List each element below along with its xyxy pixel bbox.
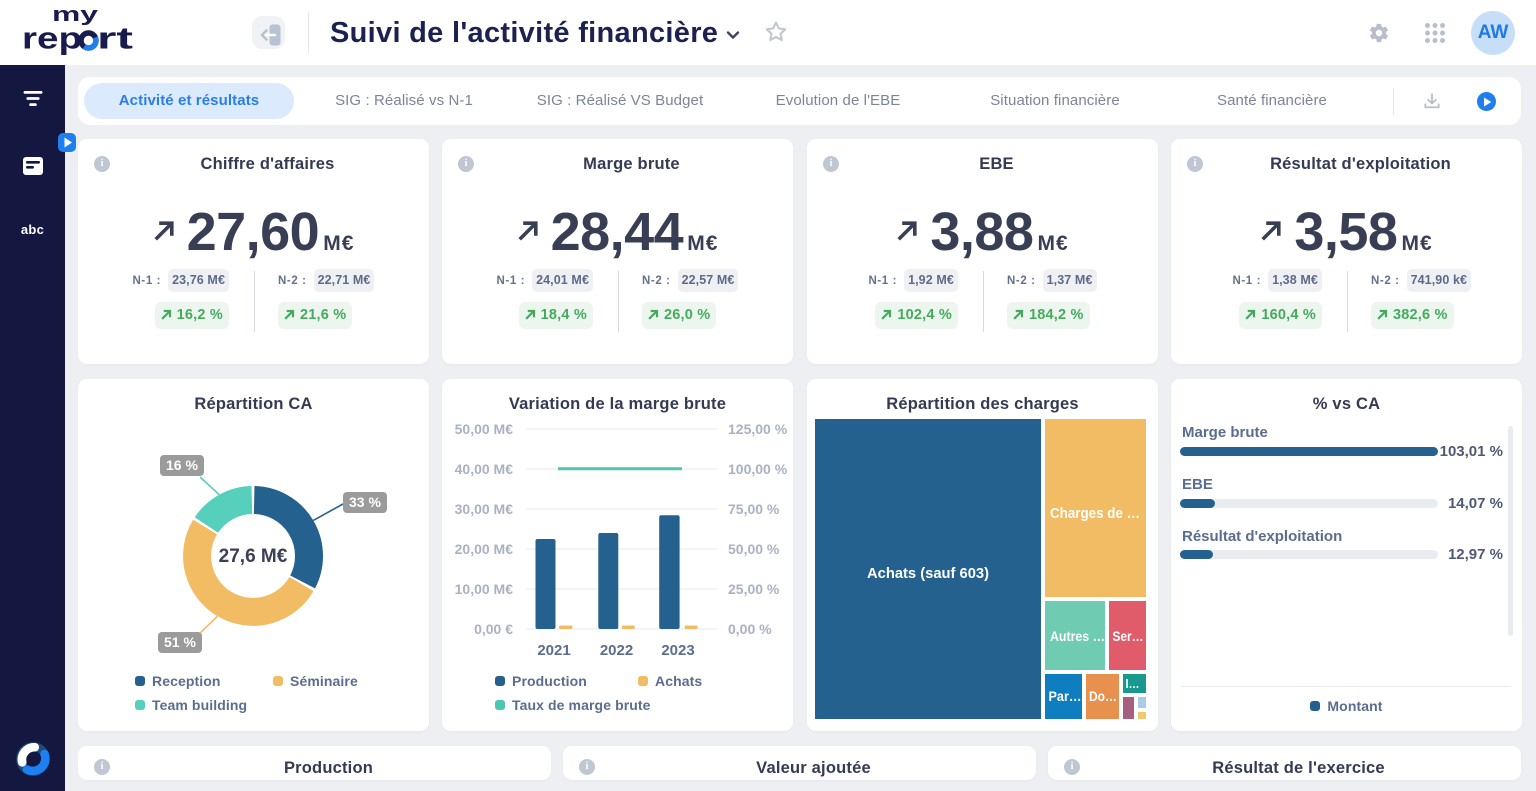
svg-text:2023: 2023 xyxy=(661,642,694,659)
svg-text:40,00 M€: 40,00 M€ xyxy=(455,461,514,477)
svg-text:25,00 %: 25,00 % xyxy=(728,581,780,597)
svg-text:Ser…: Ser… xyxy=(1113,628,1144,644)
svg-text:125,00 %: 125,00 % xyxy=(728,421,788,437)
svg-text:30,00 M€: 30,00 M€ xyxy=(455,501,514,517)
svg-text:50,00 %: 50,00 % xyxy=(728,541,780,557)
svg-text:2021: 2021 xyxy=(537,642,570,659)
svg-text:Do…: Do… xyxy=(1089,688,1117,704)
svg-text:10,00 M€: 10,00 M€ xyxy=(455,581,514,597)
svg-text:Charges de …: Charges de … xyxy=(1050,506,1140,522)
svg-text:Par…: Par… xyxy=(1049,688,1082,704)
svg-text:50,00 M€: 50,00 M€ xyxy=(455,421,514,437)
svg-text:20,00 M€: 20,00 M€ xyxy=(455,541,514,557)
svg-text:100,00 %: 100,00 % xyxy=(728,461,788,477)
svg-text:rep: rep xyxy=(22,21,82,56)
svg-text:Achats (sauf 603): Achats (sauf 603) xyxy=(867,566,989,582)
svg-text:rt: rt xyxy=(97,21,133,56)
svg-text:27,6 M€: 27,6 M€ xyxy=(219,546,288,567)
svg-text:my: my xyxy=(52,4,99,26)
svg-text:75,00 %: 75,00 % xyxy=(728,501,780,517)
svg-text:0,00 %: 0,00 % xyxy=(728,621,772,637)
svg-text:0,00 €: 0,00 € xyxy=(474,621,513,637)
svg-text:I…: I… xyxy=(1126,677,1140,691)
svg-text:2022: 2022 xyxy=(600,642,633,659)
svg-text:Autres …: Autres … xyxy=(1050,628,1105,644)
